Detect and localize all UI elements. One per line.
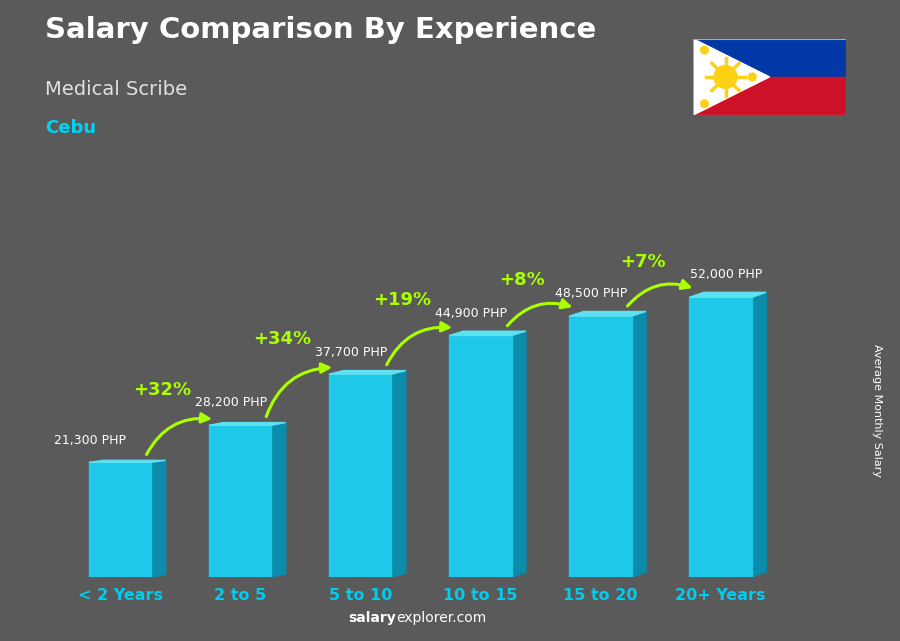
Text: +32%: +32%	[133, 381, 191, 399]
Bar	[689, 297, 751, 577]
Text: Cebu: Cebu	[45, 119, 96, 137]
Text: Medical Scribe: Medical Scribe	[45, 80, 187, 99]
Polygon shape	[689, 292, 766, 297]
Polygon shape	[272, 422, 286, 577]
Text: 48,500 PHP: 48,500 PHP	[554, 287, 627, 300]
Polygon shape	[392, 370, 406, 577]
Text: Average Monthly Salary: Average Monthly Salary	[872, 344, 883, 477]
Text: 28,200 PHP: 28,200 PHP	[194, 396, 266, 409]
Polygon shape	[632, 312, 646, 577]
Polygon shape	[89, 460, 166, 462]
Circle shape	[700, 100, 708, 108]
Polygon shape	[449, 331, 526, 335]
Polygon shape	[693, 38, 770, 115]
Text: +19%: +19%	[374, 291, 431, 309]
Text: +8%: +8%	[500, 272, 545, 290]
Text: salary: salary	[348, 611, 396, 625]
Bar	[449, 335, 511, 577]
Bar	[569, 316, 632, 577]
Text: 21,300 PHP: 21,300 PHP	[54, 434, 126, 447]
Polygon shape	[569, 312, 646, 316]
Text: Salary Comparison By Experience: Salary Comparison By Experience	[45, 16, 596, 44]
Text: +7%: +7%	[619, 253, 665, 271]
Bar	[693, 38, 846, 77]
Text: +34%: +34%	[253, 329, 311, 347]
Polygon shape	[511, 331, 526, 577]
Circle shape	[749, 73, 756, 81]
Bar	[209, 425, 272, 577]
Polygon shape	[151, 460, 166, 577]
Bar	[89, 462, 151, 577]
Text: 37,700 PHP: 37,700 PHP	[315, 346, 387, 359]
Circle shape	[700, 46, 708, 54]
Polygon shape	[209, 422, 286, 425]
Bar	[693, 77, 846, 115]
Text: 44,900 PHP: 44,900 PHP	[435, 306, 507, 319]
Text: explorer.com: explorer.com	[396, 611, 486, 625]
Polygon shape	[329, 370, 406, 374]
Circle shape	[714, 65, 737, 88]
Text: 52,000 PHP: 52,000 PHP	[690, 268, 762, 281]
Polygon shape	[752, 292, 766, 577]
Bar	[329, 374, 392, 577]
